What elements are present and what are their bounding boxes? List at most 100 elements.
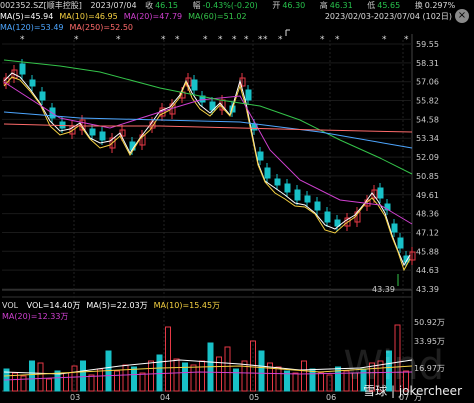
high-label: 高 bbox=[319, 1, 328, 10]
time-axis-label: 06 bbox=[326, 393, 336, 402]
event-marker: * bbox=[382, 35, 387, 45]
time-axis-label: 07 bbox=[399, 393, 409, 402]
event-marker: * bbox=[278, 35, 283, 45]
volume-bar bbox=[131, 366, 137, 392]
volume-bar bbox=[292, 372, 299, 392]
ma-legend-item-1: MA(10)=46.95 bbox=[59, 12, 118, 21]
ticker-label: 002352.SZ[顺丰控股] bbox=[0, 1, 82, 10]
candle-body bbox=[257, 151, 264, 161]
candle-body bbox=[294, 189, 301, 201]
candle-body bbox=[403, 255, 410, 263]
candle-body bbox=[377, 187, 384, 199]
low-value: 45.65 bbox=[377, 1, 401, 10]
candle-body bbox=[245, 89, 252, 101]
low-label: 低 bbox=[367, 1, 376, 10]
volume-bar bbox=[173, 358, 180, 392]
time-axis-label: 05 bbox=[249, 393, 259, 402]
volume-bar bbox=[386, 350, 392, 392]
open-value: 46.30 bbox=[282, 1, 306, 10]
ma-legend-item-long-1: MA(250)=52.50 bbox=[69, 23, 134, 32]
turnover-value: 0.297% bbox=[424, 1, 456, 10]
volume-bar bbox=[216, 356, 222, 392]
volume-bar bbox=[326, 374, 333, 392]
volume-bar bbox=[394, 324, 401, 392]
candle-body bbox=[304, 195, 311, 203]
event-marker: * bbox=[232, 35, 237, 45]
volume-bar bbox=[343, 370, 350, 392]
ma-legend-item-3: MA(60)=51.02 bbox=[188, 12, 247, 21]
volume-bar bbox=[377, 360, 384, 392]
volume-bar bbox=[80, 360, 86, 392]
event-marker: * bbox=[203, 35, 208, 45]
xueqiu-watermark: 雪球 | jokercheer bbox=[363, 384, 462, 398]
event-marker: * bbox=[258, 35, 263, 45]
quote-date: 2023/07/04 bbox=[90, 1, 137, 10]
volume-bar bbox=[12, 372, 18, 392]
price-axis-label: 44.63 bbox=[416, 266, 439, 275]
volume-bar bbox=[233, 368, 239, 392]
candle-body bbox=[334, 219, 341, 227]
event-marker: * bbox=[116, 35, 121, 45]
volume-ma20: MA(20)=12.33万 bbox=[2, 311, 68, 322]
change-field: 幅 -0.43%(-0.20) bbox=[193, 1, 264, 10]
high-value: 46.31 bbox=[329, 1, 353, 10]
volume-axis-label: 50.92万 bbox=[414, 318, 445, 327]
low-field: 低 45.65 bbox=[367, 1, 406, 10]
ma250-line bbox=[3, 123, 413, 133]
ma-legend-row-1: MA(5)=45.94 MA(10)=46.95 MA(20)=47.79 MA(60… bbox=[0, 11, 253, 22]
candle-body bbox=[19, 63, 26, 75]
candle-body bbox=[324, 211, 331, 223]
time-axis-label: 03 bbox=[70, 393, 80, 402]
price-axis-label: 47.12 bbox=[416, 228, 439, 237]
time-axis-label: 04 bbox=[160, 393, 170, 402]
ma10-line bbox=[3, 76, 411, 272]
volume-legend-item-1: MA(5)=22.03万 bbox=[86, 301, 148, 310]
candle-body bbox=[344, 217, 351, 227]
low-marker-label: 43.39 bbox=[372, 285, 395, 294]
price-axis-label: 58.31 bbox=[416, 59, 439, 68]
volume-bar bbox=[258, 350, 265, 392]
volume-bar bbox=[369, 362, 375, 392]
event-marker: * bbox=[320, 35, 325, 45]
price-axis-label: 49.61 bbox=[416, 191, 439, 200]
close-icon[interactable]: × bbox=[455, 9, 469, 23]
volume-bar bbox=[301, 360, 307, 392]
volume-bar bbox=[139, 372, 146, 392]
event-marker: * bbox=[263, 35, 268, 45]
volume-bar bbox=[403, 370, 409, 392]
candle-body bbox=[264, 167, 271, 179]
candle-body bbox=[39, 91, 46, 101]
price-axis-label: 53.34 bbox=[416, 134, 439, 143]
ma20-line bbox=[3, 81, 413, 225]
candle-body bbox=[397, 237, 404, 249]
ma-legend-item-long-0: MA(120)=53.49 bbox=[0, 23, 64, 32]
volume-bar bbox=[54, 370, 61, 392]
volume-axis-label: 33.95万 bbox=[414, 337, 445, 346]
volume-bar bbox=[182, 362, 188, 392]
high-field: 高 46.31 bbox=[320, 1, 359, 10]
volume-bar bbox=[37, 362, 44, 392]
price-axis-label: 50.85 bbox=[416, 172, 439, 181]
candle-body bbox=[274, 178, 281, 186]
event-marker: * bbox=[74, 35, 79, 45]
volume-ma20-label: MA(20)=12.33万 bbox=[2, 312, 69, 321]
volume-bar bbox=[88, 374, 95, 392]
price-axis-label: 52.09 bbox=[416, 153, 439, 162]
volume-bar bbox=[241, 360, 248, 392]
volume-axis-label: 万 bbox=[414, 393, 422, 402]
volume-ma10-line bbox=[3, 365, 413, 377]
volume-legend: VOL VOL=14.40万 MA(5)=22.03万 MA(10)=15.45万 bbox=[2, 300, 232, 311]
event-marker: * bbox=[218, 35, 223, 45]
volume-legend-item-2: MA(10)=15.45万 bbox=[153, 301, 221, 310]
ma-legend-item-2: MA(20)=47.79 bbox=[123, 12, 183, 21]
volume-bar bbox=[190, 364, 197, 392]
volume-bar bbox=[199, 360, 205, 392]
candle-body bbox=[409, 251, 416, 261]
volume-bar bbox=[284, 370, 290, 392]
volume-bar bbox=[165, 326, 171, 392]
ma60-line bbox=[3, 59, 413, 175]
volume-bar bbox=[224, 346, 231, 392]
candle-body bbox=[99, 131, 106, 141]
volume-bar bbox=[20, 375, 27, 392]
